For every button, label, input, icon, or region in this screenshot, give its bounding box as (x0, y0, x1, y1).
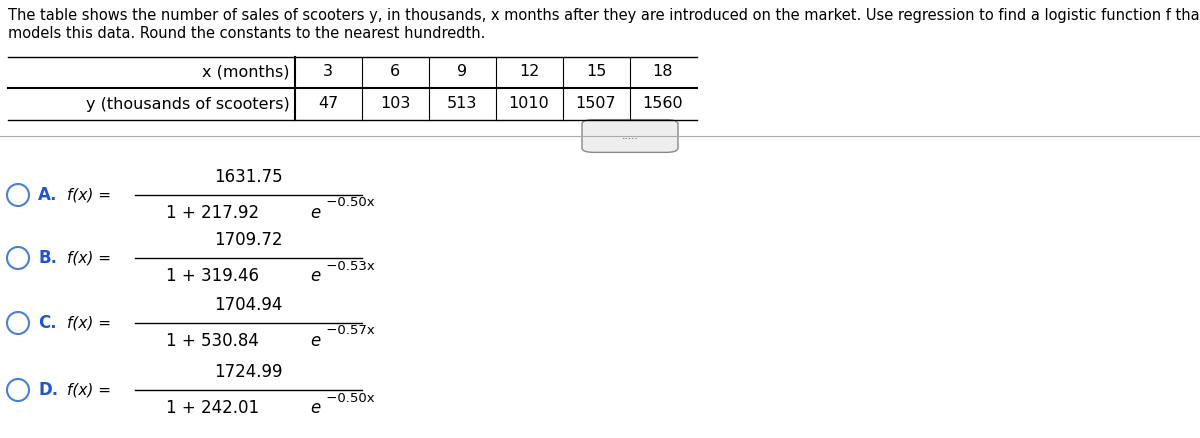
Text: −0.50x: −0.50x (322, 392, 374, 405)
Text: f(x) =: f(x) = (67, 187, 112, 202)
Text: 1010: 1010 (509, 96, 550, 112)
Text: e: e (310, 399, 320, 417)
Text: y (thousands of scooters): y (thousands of scooters) (86, 96, 290, 112)
Text: 1724.99: 1724.99 (214, 363, 282, 381)
Text: 15: 15 (586, 64, 606, 80)
Text: B.: B. (38, 249, 58, 267)
Text: 513: 513 (446, 96, 478, 112)
Text: 103: 103 (380, 96, 410, 112)
Text: f(x) =: f(x) = (67, 251, 112, 265)
Text: 1631.75: 1631.75 (214, 168, 282, 186)
Text: 1709.72: 1709.72 (214, 231, 282, 249)
Text: f(x) =: f(x) = (67, 382, 112, 398)
Text: −0.53x: −0.53x (322, 259, 374, 272)
Text: −0.57x: −0.57x (322, 325, 374, 338)
Text: 1560: 1560 (643, 96, 683, 112)
Text: e: e (310, 267, 320, 285)
Text: −0.50x: −0.50x (322, 197, 374, 209)
Text: 1 + 319.46: 1 + 319.46 (166, 267, 264, 285)
Text: f(x) =: f(x) = (67, 315, 112, 331)
Text: 1 + 217.92: 1 + 217.92 (166, 204, 264, 222)
Text: A.: A. (38, 186, 58, 204)
Text: models this data. Round the constants to the nearest hundredth.: models this data. Round the constants to… (8, 26, 485, 41)
Text: 18: 18 (653, 64, 673, 80)
Text: The table shows the number of sales of scooters y, in thousands, x months after : The table shows the number of sales of s… (8, 8, 1200, 23)
Text: e: e (310, 332, 320, 350)
Text: 1507: 1507 (576, 96, 617, 112)
Text: 12: 12 (518, 64, 539, 80)
Text: .....: ..... (622, 131, 638, 141)
Text: x (months): x (months) (203, 64, 290, 80)
Text: 47: 47 (318, 96, 338, 112)
FancyBboxPatch shape (582, 120, 678, 152)
Text: e: e (310, 204, 320, 222)
Text: 1 + 242.01: 1 + 242.01 (166, 399, 264, 417)
Text: 9: 9 (457, 64, 467, 80)
Text: 6: 6 (390, 64, 400, 80)
Text: D.: D. (38, 381, 58, 399)
Text: 3: 3 (323, 64, 334, 80)
Text: 1704.94: 1704.94 (214, 296, 282, 314)
Text: C.: C. (38, 314, 56, 332)
Text: 1 + 530.84: 1 + 530.84 (166, 332, 264, 350)
